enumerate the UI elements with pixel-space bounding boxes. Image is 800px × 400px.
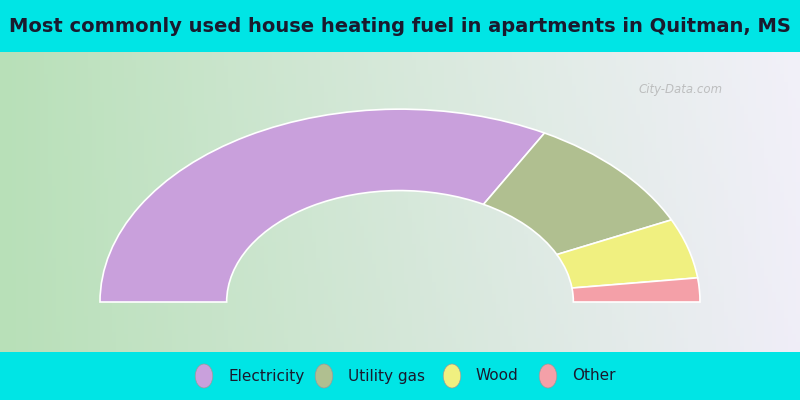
Wedge shape bbox=[100, 109, 545, 302]
Ellipse shape bbox=[539, 364, 557, 388]
Text: Other: Other bbox=[572, 368, 615, 384]
Text: Wood: Wood bbox=[476, 368, 518, 384]
Text: City-Data.com: City-Data.com bbox=[638, 84, 722, 96]
Text: Utility gas: Utility gas bbox=[348, 368, 425, 384]
Wedge shape bbox=[572, 278, 700, 302]
Ellipse shape bbox=[195, 364, 213, 388]
Text: Most commonly used house heating fuel in apartments in Quitman, MS: Most commonly used house heating fuel in… bbox=[9, 16, 791, 36]
Ellipse shape bbox=[315, 364, 333, 388]
Wedge shape bbox=[483, 133, 671, 254]
Text: Electricity: Electricity bbox=[228, 368, 304, 384]
Wedge shape bbox=[557, 220, 698, 288]
Ellipse shape bbox=[443, 364, 461, 388]
